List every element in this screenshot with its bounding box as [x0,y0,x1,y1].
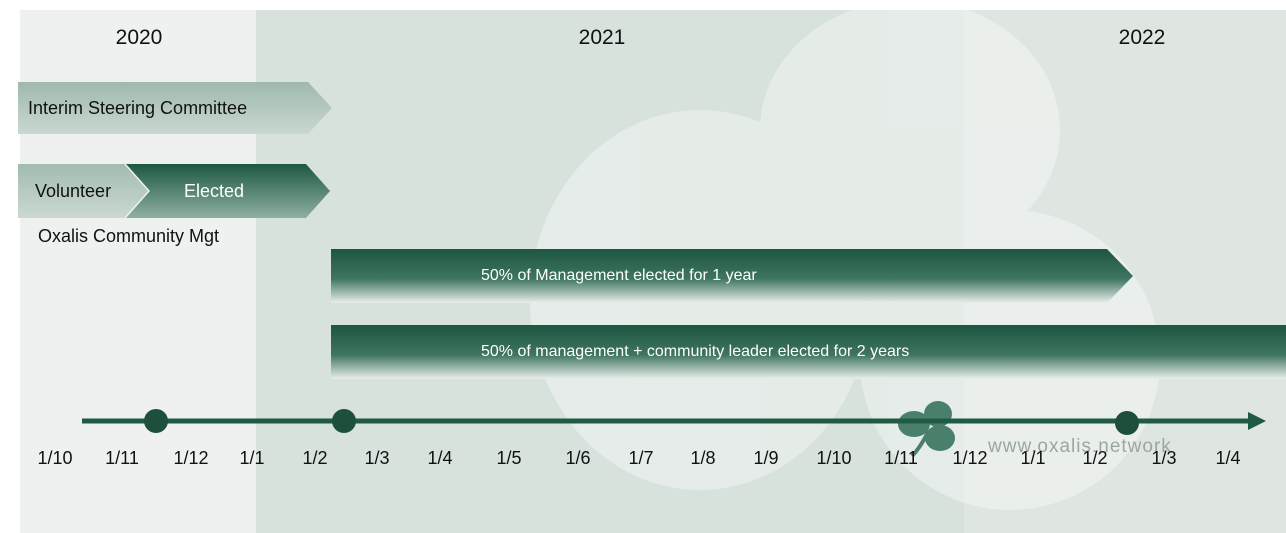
tick-label: 1/2 [302,448,328,468]
tick-label: 1/11 [884,448,918,468]
milestone-dot [332,409,356,433]
tick-label: 1/1 [1020,448,1046,468]
tick-label: 1/12 [952,448,988,468]
management-2-years-banner: 50% of management + community leader ele… [331,325,1286,379]
management-1-year-label: 50% of Management elected for 1 year [481,267,757,284]
website-url-watermark: www.oxalis.network [988,436,1172,457]
volunteer-elected-chevrons: Volunteer Elected [18,164,330,218]
elected-label: Elected [184,180,245,201]
tick-label: 1/4 [1215,448,1241,468]
volunteer-label: Volunteer [35,180,112,201]
interim-steering-committee-chevron: Interim Steering Committee [18,82,332,134]
tick-label: 1/3 [1151,448,1177,468]
milestone-dot [1115,411,1139,435]
tick-label: 1/12 [173,448,209,468]
tick-label: 1/8 [690,448,716,468]
year-2021-label: 2021 [578,26,626,49]
tick-label: 1/9 [753,448,779,468]
community-mgt-caption: Oxalis Community Mgt [38,226,220,246]
timeline-arrowhead-icon [1248,412,1266,430]
management-1-year-banner: 50% of Management elected for 1 year [331,249,1133,303]
tick-label: 1/3 [364,448,390,468]
shamrock-logo-icon [898,401,955,458]
tick-label: 1/11 [105,448,139,468]
tick-label: 1/10 [816,448,852,468]
tick-label: 1/6 [565,448,591,468]
tick-label: 1/10 [37,448,73,468]
management-2-years-label: 50% of management + community leader ele… [481,343,910,360]
interim-steering-committee-label: Interim Steering Committee [28,97,248,118]
tick-label: 1/1 [239,448,265,468]
tick-label: 1/5 [496,448,522,468]
year-2022-label: 2022 [1118,26,1166,49]
milestone-dot [144,409,168,433]
tick-label: 1/4 [427,448,453,468]
tick-label: 1/2 [1082,448,1108,468]
year-2020-label: 2020 [115,26,163,49]
tick-label: 1/7 [628,448,654,468]
